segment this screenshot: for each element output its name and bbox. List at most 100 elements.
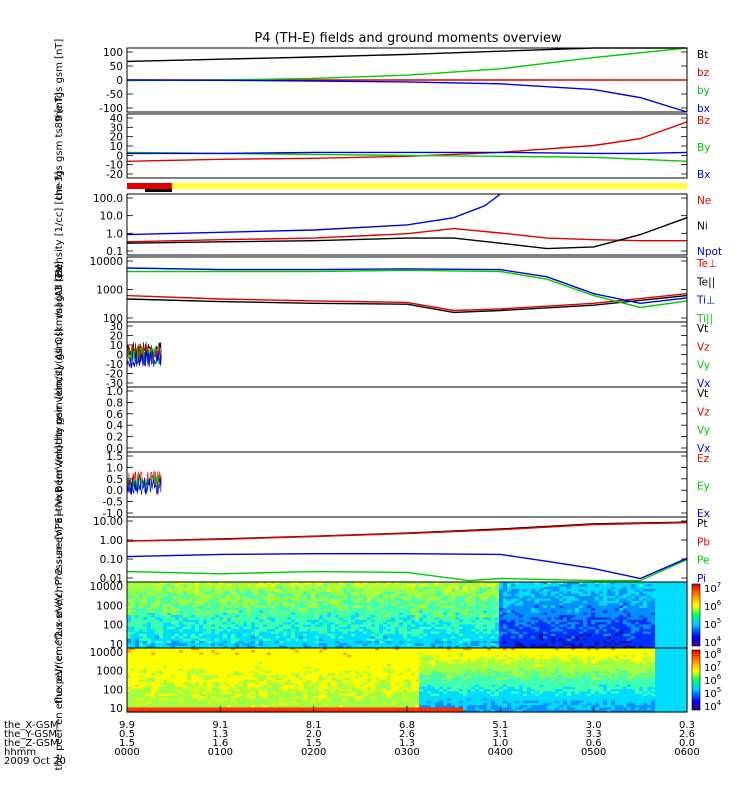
- heatmap-cell: [659, 645, 664, 649]
- heatmap-cell: [415, 596, 420, 600]
- heatmap-cell: [655, 638, 660, 642]
- heatmap-cell: [547, 636, 552, 640]
- heatmap-cell: [623, 582, 628, 585]
- ytick-label: 0: [116, 75, 123, 87]
- heatmap-cell: [647, 619, 652, 623]
- heatmap-cell: [195, 605, 200, 609]
- heatmap-cell: [415, 586, 420, 590]
- heatmap-cell: [683, 593, 688, 597]
- heatmap-cell: [235, 682, 240, 686]
- heatmap-cell: [503, 589, 508, 593]
- heatmap-cell: [227, 629, 232, 633]
- heatmap-cell: [167, 619, 172, 623]
- heatmap-cell: [311, 607, 316, 611]
- heatmap-cell: [527, 607, 532, 611]
- heatmap-cell: [519, 603, 524, 607]
- heatmap-cell: [187, 670, 192, 674]
- heatmap-cell: [483, 624, 488, 628]
- heatmap-cell: [471, 610, 476, 614]
- heatmap-cell: [683, 640, 688, 644]
- heatmap-cell: [195, 677, 200, 681]
- heatmap-cell: [507, 591, 512, 595]
- heatmap-cell: [599, 622, 604, 626]
- heatmap-cell: [535, 629, 540, 633]
- heatmap-cell: [559, 612, 564, 616]
- heatmap-cell: [519, 612, 524, 616]
- heatmap-cell: [667, 605, 672, 609]
- heatmap-cell: [611, 622, 616, 626]
- heatmap-cell: [175, 598, 180, 602]
- heatmap-cell: [371, 631, 376, 635]
- heatmap-cell: [323, 636, 328, 640]
- heatmap-cell: [227, 691, 232, 695]
- heatmap-cell: [535, 636, 540, 640]
- heatmap-cell: [595, 619, 600, 623]
- heatmap-cell: [579, 605, 584, 609]
- heatmap-cell: [551, 610, 556, 614]
- heatmap-cell: [375, 617, 380, 621]
- heatmap-cell: [211, 593, 216, 597]
- heatmap-cell: [579, 612, 584, 616]
- heatmap-cell: [411, 584, 416, 588]
- heatmap-cell: [331, 612, 336, 616]
- heatmap-cell: [235, 702, 240, 706]
- heatmap-cell: [659, 615, 664, 618]
- heatmap-cell: [179, 650, 184, 654]
- heatmap-cell: [227, 648, 232, 651]
- heatmap-cell: [639, 643, 644, 647]
- heatmap-cell: [155, 700, 160, 704]
- heatmap-cell: [275, 586, 280, 590]
- heatmap-cell: [223, 607, 228, 611]
- heatmap-cell: [471, 643, 476, 647]
- heatmap-cell: [239, 586, 244, 590]
- heatmap-cell: [367, 636, 372, 640]
- heatmap-cell: [199, 684, 204, 688]
- heatmap-cell: [459, 589, 464, 593]
- heatmap-cell: [179, 654, 184, 658]
- heatmap-cell: [223, 582, 228, 585]
- heatmap-cell: [171, 659, 176, 663]
- heatmap-cell: [227, 680, 232, 683]
- heatmap-cell: [347, 631, 352, 635]
- heatmap-cell: [539, 617, 544, 621]
- heatmap-cell: [127, 610, 132, 614]
- heatmap-cell: [595, 629, 600, 633]
- panel-2: the fgs gsm ts89 [nT] 403020100-10-20BzBy…: [54, 92, 710, 200]
- heatmap-cell: [227, 626, 232, 630]
- heatmap-cell: [499, 633, 504, 637]
- heatmap-cell: [379, 605, 384, 609]
- heatmap-cell: [371, 638, 376, 642]
- heatmap-cell: [163, 673, 168, 677]
- legend-entry: Vy: [697, 360, 710, 372]
- heatmap-cell: [619, 586, 624, 590]
- heatmap-cell: [615, 612, 620, 616]
- heatmap-cell: [635, 624, 640, 628]
- heatmap-cell: [375, 584, 380, 588]
- heatmap-cell: [431, 643, 436, 647]
- heatmap-cell: [163, 596, 168, 600]
- heatmap-cell: [223, 668, 228, 672]
- heatmap-cell: [595, 589, 600, 593]
- heatmap-cell: [355, 582, 360, 585]
- heatmap-cell: [199, 675, 204, 679]
- heatmap-cell: [255, 596, 260, 600]
- heatmap-cell: [179, 693, 184, 697]
- heatmap-cell: [555, 593, 560, 597]
- heatmap-cell: [599, 617, 604, 621]
- heatmap-cell: [307, 607, 312, 611]
- heatmap-cell: [607, 619, 612, 623]
- heatmap-cell: [467, 610, 472, 614]
- heatmap-cell: [315, 610, 320, 614]
- heatmap-cell: [379, 626, 384, 630]
- heatmap-cell: [243, 640, 248, 644]
- heatmap-cell: [315, 640, 320, 644]
- legend-entry: Te⊥: [696, 258, 717, 270]
- heatmap-cell: [443, 589, 448, 593]
- heatmap-cell: [399, 633, 404, 637]
- heatmap-cell: [403, 584, 408, 588]
- panel-1-ylabel: the fgs gsm [nT]: [54, 39, 65, 122]
- heatmap-cell: [323, 615, 328, 618]
- ytick-label: 0.1: [106, 246, 123, 258]
- heatmap-cell: [179, 615, 184, 618]
- heatmap-cell: [651, 617, 656, 621]
